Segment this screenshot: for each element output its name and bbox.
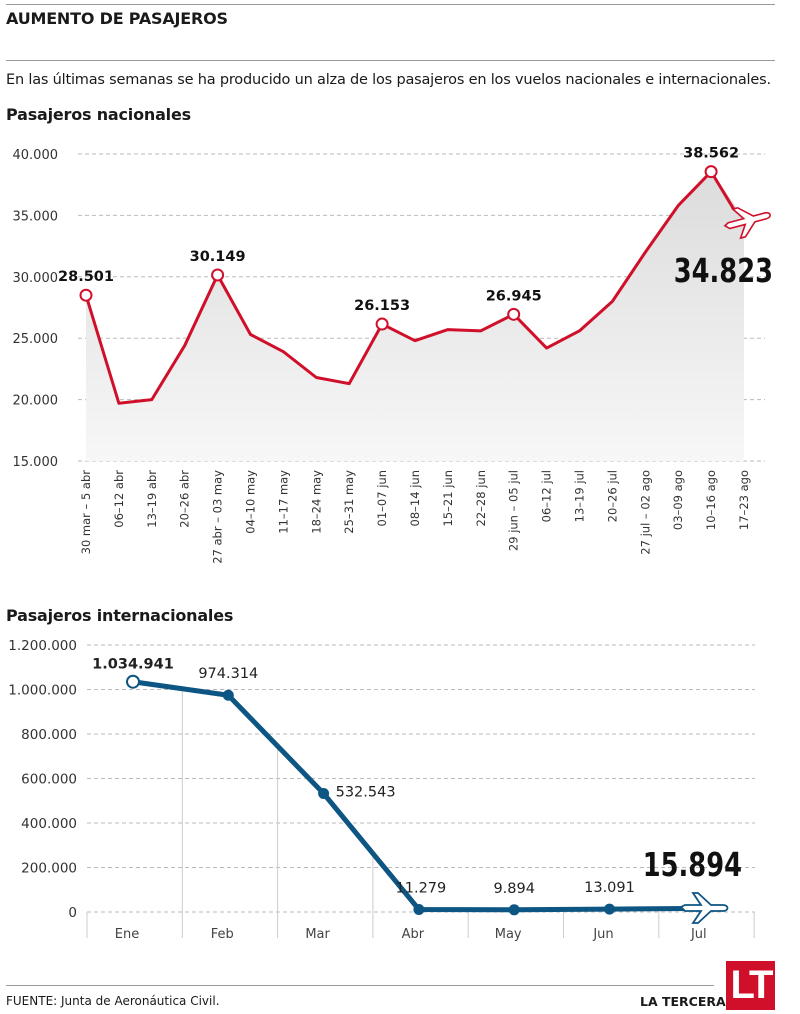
data-point (704, 165, 718, 179)
x-tick-label: 27 abr – 03 may (211, 470, 225, 564)
source-note: FUENTE: Junta de Aeronáutica Civil. (6, 994, 220, 1008)
x-tick-label: 27 jul – 02 ago (638, 470, 652, 555)
data-label: 13.091 (584, 880, 635, 896)
y-tick-label: 1.200.000 (8, 638, 77, 654)
data-label: 9.894 (493, 881, 535, 897)
data-label: 26.945 (486, 288, 542, 304)
x-tick-label: 29 jun – 05 jul (507, 470, 521, 551)
data-point (318, 788, 330, 800)
data-label-latest: 34.823 (674, 252, 773, 290)
x-tick-label: Mar (305, 927, 330, 942)
y-tick-label: 35.000 (13, 209, 59, 224)
x-tick-label: 06–12 jul (540, 470, 554, 522)
x-tick-label: 20–26 jul (605, 470, 619, 522)
la-tercera-logo: LT (726, 961, 775, 1010)
national-chart: 15.000 20.000 25.000 30.000 35.000 40.000 30 m… (13, 146, 774, 564)
x-tick-label: 03–09 ago (671, 470, 685, 530)
y-tick-label: 600.000 (21, 772, 77, 788)
y-tick-label: 25.000 (13, 332, 59, 347)
data-label-latest: 15.894 (643, 846, 742, 884)
data-label: 1.034.941 (92, 657, 174, 673)
y-tick-label: 15.000 (13, 455, 59, 470)
area-fill (86, 171, 744, 462)
x-tick-label: 04–10 may (244, 470, 258, 534)
data-point (375, 317, 389, 331)
data-point (604, 903, 615, 915)
page-title: AUMENTO DE PASAJEROS (6, 9, 228, 28)
data-point (507, 307, 521, 321)
x-tick-label: Ene (115, 927, 139, 942)
series-line (84, 170, 736, 405)
international-chart: 0 200.000 400.000 600.000 800.000 1.000.000 1.… (8, 638, 755, 942)
data-label: 28.501 (58, 269, 114, 285)
x-tick-label: 13–19 abr (145, 470, 159, 528)
footer-rule (6, 985, 714, 986)
x-tick-label: 08–14 jun (408, 470, 422, 526)
data-point (508, 904, 520, 916)
x-tick-label: 06–12 abr (112, 470, 126, 528)
y-tick-label: 200.000 (21, 861, 77, 877)
international-chart-title: Pasajeros internacionales (6, 606, 234, 625)
data-point (126, 674, 140, 689)
x-tick-label: 11–17 may (276, 470, 290, 534)
x-tick-label: Jun (592, 927, 613, 942)
x-tick-label: Jul (690, 927, 707, 942)
x-tick-label: 20–26 abr (178, 470, 192, 528)
x-tick-label: Abr (402, 927, 425, 942)
data-label: 26.153 (354, 298, 410, 314)
data-label: 532.543 (336, 785, 396, 801)
airplane-icon (723, 206, 771, 240)
x-tick-label: 13–19 jul (573, 470, 587, 522)
x-tick-label: 10–16 ago (704, 470, 718, 530)
y-tick-label: 40.000 (13, 148, 59, 163)
series-line (132, 679, 691, 913)
x-tick-label: 30 mar – 5 abr (79, 470, 93, 555)
data-label: 974.314 (198, 666, 258, 682)
title-rule (6, 60, 775, 61)
y-tick-label: 400.000 (21, 816, 77, 832)
data-point (413, 903, 425, 915)
y-tick-label: 0 (68, 905, 77, 921)
y-tick-label: 800.000 (21, 727, 77, 743)
top-rule (6, 4, 775, 5)
x-tick-label: 01–07 jun (375, 470, 389, 526)
y-tick-label: 30.000 (13, 271, 59, 286)
x-tick-label: Feb (211, 927, 234, 942)
data-label: 38.562 (683, 146, 739, 162)
data-point (222, 689, 234, 701)
x-tick-label: 25–31 may (342, 470, 356, 534)
data-point (211, 268, 225, 282)
airplane-icon (679, 892, 729, 924)
national-chart-title: Pasajeros nacionales (6, 105, 191, 124)
data-label: 30.149 (190, 249, 246, 265)
x-tick-label: May (495, 927, 522, 942)
data-point (79, 288, 93, 302)
x-tick-label: 17–23 ago (737, 470, 751, 530)
x-tick-label: 18–24 may (309, 470, 323, 534)
x-tick-label: 22–28 jun (474, 470, 488, 526)
data-label: 11.279 (396, 880, 447, 896)
subtitle: En las últimas semanas se ha producido u… (6, 72, 771, 88)
brand-name: LA TERCERA (640, 994, 726, 1009)
y-tick-label: 20.000 (13, 394, 59, 409)
x-tick-label: 15–21 jun (441, 470, 455, 526)
y-tick-label: 1.000.000 (8, 683, 77, 699)
